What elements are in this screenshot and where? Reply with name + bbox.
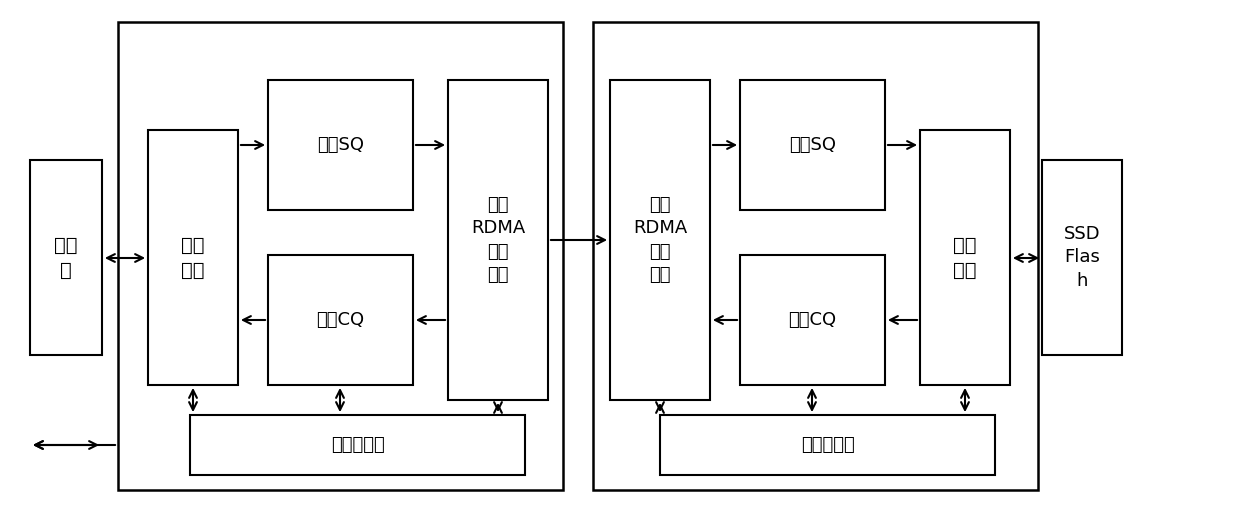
Bar bbox=[920, 130, 1011, 385]
Text: 第一CQ: 第一CQ bbox=[316, 311, 365, 329]
Text: 第二SQ: 第二SQ bbox=[789, 136, 836, 154]
Text: 数据存储器: 数据存储器 bbox=[801, 436, 854, 454]
Bar bbox=[30, 160, 102, 355]
Text: 控制
模块: 控制 模块 bbox=[954, 235, 977, 280]
Bar bbox=[593, 22, 1038, 490]
Text: 第二CQ: 第二CQ bbox=[789, 311, 837, 329]
Text: 用户
层: 用户 层 bbox=[55, 235, 78, 280]
Bar bbox=[740, 255, 885, 385]
Bar bbox=[610, 80, 711, 400]
Bar bbox=[268, 80, 413, 210]
Bar bbox=[448, 80, 548, 400]
Text: SSD
Flas
h: SSD Flas h bbox=[1064, 225, 1100, 290]
Text: 处理
模块: 处理 模块 bbox=[181, 235, 205, 280]
Bar bbox=[660, 415, 994, 475]
Bar bbox=[148, 130, 238, 385]
Bar bbox=[268, 255, 413, 385]
Text: 第二
RDMA
收发
模块: 第二 RDMA 收发 模块 bbox=[632, 196, 687, 284]
Bar bbox=[740, 80, 885, 210]
Bar bbox=[1042, 160, 1122, 355]
Text: 第一SQ: 第一SQ bbox=[317, 136, 365, 154]
Bar bbox=[118, 22, 563, 490]
Bar bbox=[190, 415, 525, 475]
Text: 第一
RDMA
收发
模块: 第一 RDMA 收发 模块 bbox=[471, 196, 525, 284]
Text: 终端存储器: 终端存储器 bbox=[331, 436, 384, 454]
